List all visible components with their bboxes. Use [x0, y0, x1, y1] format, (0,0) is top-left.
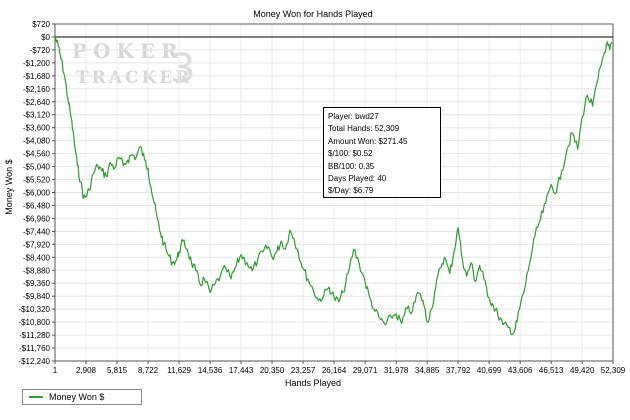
x-axis-label: Hands Played	[285, 378, 341, 388]
x-tick-label: 8,722	[138, 366, 159, 375]
player-stats-box: Player: bwd27 Total Hands: 52,309 Amount…	[323, 107, 441, 198]
y-tick-label: $0	[41, 33, 50, 42]
x-tick-label: 52,309	[601, 366, 626, 375]
y-tick-label: -$7,440	[23, 227, 51, 236]
days-played: Days Played: 40	[328, 174, 387, 184]
x-tick-label: 43,606	[508, 366, 533, 375]
y-axis-label: Money Won $	[4, 159, 14, 214]
y-tick-label: -$6,000	[23, 189, 51, 198]
x-tick-label: 37,792	[446, 366, 471, 375]
y-tick-label: -$720	[30, 46, 51, 55]
y-tick-label: -$9,840	[23, 292, 51, 301]
y-tick-label: $720	[32, 20, 50, 29]
chart-title: Money Won for Hands Played	[253, 9, 372, 19]
y-tick-label: -$4,080	[23, 137, 51, 146]
y-tick-label: -$6,480	[23, 201, 51, 210]
x-tick-label: 29,071	[353, 366, 378, 375]
series-line-money-won	[54, 36, 614, 336]
dollars-per-100: $/100: $0.52	[328, 149, 373, 159]
amount-won: Amount Won: $271.45	[328, 136, 408, 146]
x-tick-label: 2,908	[76, 366, 97, 375]
y-tick-label: -$8,400	[23, 253, 51, 262]
legend: Money Won $	[22, 389, 142, 405]
y-tick-label: -$12,240	[18, 357, 50, 366]
x-tick-label: 26,164	[322, 366, 347, 375]
legend-label: Money Won $	[49, 392, 105, 402]
x-tick-label: 5,815	[107, 366, 128, 375]
player-name: Player: bwd27	[328, 112, 379, 121]
x-tick-label: 46,513	[539, 366, 564, 375]
y-tick-label: -$6,960	[23, 214, 51, 223]
x-tick-label: 34,885	[415, 366, 440, 375]
watermark-line1: POKER	[72, 39, 184, 63]
y-tick-label: -$3,600	[23, 124, 51, 133]
x-tick-label: 23,257	[291, 366, 316, 375]
total-hands: Total Hands: 52,309	[328, 124, 400, 134]
x-tick-label: 11,629	[167, 366, 191, 375]
y-tick-label: -$5,520	[23, 176, 51, 185]
legend-swatch	[29, 396, 43, 398]
y-ticks: $720 $0 -$720 -$1,200 -$1,680 -$2,160 -$2,640 -…	[18, 20, 55, 366]
bb-per-100: BB/100: 0.35	[328, 161, 375, 171]
y-tick-label: -$1,200	[23, 59, 51, 68]
y-tick-label: -$1,680	[23, 72, 51, 81]
x-tick-label: 49,420	[570, 366, 595, 375]
dollars-per-day: $/Day: $6.79	[328, 186, 374, 196]
y-tick-label: -$9,360	[23, 279, 51, 288]
pokertracker-watermark: POKER TRACKER 3	[72, 39, 195, 92]
y-tick-label: -$11,280	[19, 331, 51, 340]
y-tick-label: -$2,640	[23, 98, 51, 107]
x-tick-label: 17,443	[229, 366, 254, 375]
x-tick-label: 31,978	[384, 366, 409, 375]
x-tick-label: 14,536	[198, 366, 223, 375]
x-tick-label: 40,699	[477, 366, 502, 375]
x-tick-label: 1	[53, 366, 58, 375]
x-ticks: 1 2,908 5,815 8,722 11,629 14,536 17,443 20,350…	[53, 361, 626, 375]
y-tick-label: -$11,760	[19, 344, 51, 353]
watermark-logo: 3	[170, 46, 195, 92]
y-tick-label: -$10,800	[18, 318, 50, 327]
y-tick-label: -$4,560	[23, 150, 51, 159]
plot-frame	[54, 23, 614, 362]
watermark-line2: TRACKER	[76, 68, 192, 88]
y-tick-label: -$2,160	[23, 85, 51, 94]
y-tick-label: -$8,880	[23, 266, 51, 275]
y-tick-label: -$5,040	[23, 163, 51, 172]
y-tick-label: -$3,120	[23, 111, 51, 120]
y-tick-label: -$7,920	[23, 240, 51, 249]
y-tick-label: -$10,320	[18, 305, 50, 314]
x-tick-label: 20,350	[260, 366, 285, 375]
